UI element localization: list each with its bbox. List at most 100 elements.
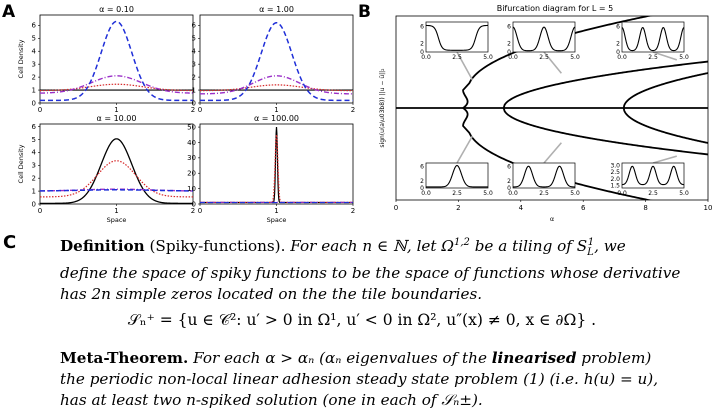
- inset-y-tick-label: 1.5: [610, 182, 620, 189]
- inset-y-tick-label: 6: [507, 23, 511, 30]
- x-tick-label: 0: [38, 106, 42, 114]
- meta-theorem: Meta-Theorem. For each α > αₙ (αₙ eigenv…: [60, 348, 720, 411]
- y-tick-label: 3: [32, 60, 36, 68]
- inset-frame: [621, 21, 685, 53]
- inset-x-tick-label: 2.5: [539, 54, 549, 61]
- subplot-4: α = 100.00 0 10 20 30 40 50 0 1 2 Space: [187, 114, 355, 224]
- y-tick-label: 2: [32, 174, 36, 182]
- inset-profile: [512, 165, 576, 188]
- inset-y-tick-label: 6: [420, 164, 424, 171]
- y-tick-label: 20: [187, 170, 196, 178]
- meta-line1a: For each α > αₙ (αₙ eigenvalues of the: [193, 349, 487, 367]
- inset-y-tick-label: 6: [420, 23, 424, 30]
- meta-head: Meta-Theorem.: [60, 349, 189, 367]
- subplot-1: α = 0.10 0 1 2 3 4 5 6 0 1 2 Cell Density: [17, 5, 195, 114]
- y-axis-label: Cell Density: [17, 144, 25, 183]
- inset-bottom-3: 1.52.02.53.00.0 2.5 5.0: [610, 155, 689, 197]
- subplot-title: α = 10.00: [97, 114, 137, 123]
- x-axis-label: α: [550, 215, 554, 223]
- meta-line1b: problem): [581, 349, 652, 367]
- figure-panels: A α = 0.10 0 1 2 3 4 5 6 0 1 2 Cell Density α = 1.00…: [2, 2, 713, 224]
- y-tick-label: 6: [192, 22, 197, 30]
- definition-name: (Spiky-functions).: [149, 237, 286, 256]
- subplot-frame: [39, 123, 194, 205]
- inset-y-tick-label: 0: [507, 185, 511, 192]
- y-tick-label: 5: [32, 35, 36, 43]
- inset-y-tick-label: 6: [616, 23, 620, 30]
- x-tick-label: 10: [704, 204, 713, 212]
- subplot-3: α = 10.00 0 1 2 3 4 5 6 0 1 2 Cell Density Space: [17, 114, 195, 224]
- inset-y-tick-label: 2: [420, 178, 424, 185]
- branch-n3: [622, 107, 708, 144]
- x-tick-label: 2: [351, 106, 355, 114]
- inset-frame: [621, 162, 685, 189]
- inset-bottom-1: 02 6 0.0 2.5 5.0: [420, 135, 493, 197]
- inset-x-tick-label: 0.0: [421, 190, 431, 197]
- spiky-equation: 𝒮ₙ⁺ = {u ∈ 𝒞²: u′ > 0 in Ω¹, u′ < 0 in Ω…: [127, 311, 597, 329]
- inset-connector: [543, 142, 562, 164]
- inset-connector: [652, 51, 678, 61]
- panel-b-letter: B: [358, 2, 371, 22]
- y-tick-label: 0: [192, 200, 196, 208]
- inset-y-tick-label: 2.5: [610, 169, 620, 176]
- inset-frame: [425, 21, 489, 53]
- y-tick-label: 1: [32, 187, 36, 195]
- density-curve: [40, 189, 193, 192]
- y-tick-label: 1: [32, 86, 36, 94]
- inset-x-tick-label: 5.0: [483, 190, 493, 197]
- inset-x-tick-label: 5.0: [570, 190, 580, 197]
- definition-body-1: For each n ∈ ℕ, let Ω: [290, 237, 454, 256]
- y-tick-label: 0: [192, 99, 196, 107]
- inset-frame: [512, 21, 576, 53]
- y-tick-label: 30: [187, 154, 196, 162]
- y-tick-label: 3: [192, 60, 196, 68]
- y-tick-label: 40: [187, 139, 196, 147]
- x-tick-label: 2: [351, 207, 355, 215]
- panel-c: C Definition (Spiky-functions). For each…: [0, 228, 724, 417]
- inset-x-tick-label: 5.0: [483, 54, 493, 61]
- inset-frame: [425, 162, 489, 189]
- y-tick-label: 10: [187, 185, 196, 193]
- density-curve: [200, 75, 353, 95]
- density-curve: [40, 75, 193, 94]
- inset-connector: [456, 135, 474, 164]
- inset-x-tick-label: 2.5: [452, 190, 462, 197]
- inset-connector: [543, 51, 562, 74]
- density-curve: [200, 134, 353, 204]
- inset-x-tick-label: 0.0: [508, 54, 518, 61]
- branch-n2: [502, 107, 708, 156]
- subplot-title: α = 1.00: [259, 5, 294, 14]
- inset-profile: [621, 26, 685, 52]
- y-tick-label: 4: [32, 149, 37, 157]
- y-tick-label: 1: [192, 86, 196, 94]
- density-curve: [200, 22, 353, 102]
- inset-x-tick-label: 0.0: [617, 190, 627, 197]
- x-tick-label: 2: [191, 106, 195, 114]
- y-tick-label: 4: [192, 48, 197, 56]
- inset-profile: [621, 165, 685, 186]
- density-curve: [40, 138, 193, 204]
- meta-bold: linearised: [491, 349, 577, 367]
- x-tick-label: 0: [198, 207, 202, 215]
- x-tick-label: 6: [581, 204, 586, 212]
- inset-y-tick-label: 0: [507, 49, 511, 56]
- x-tick-label: 4: [519, 204, 524, 212]
- x-tick-label: 0: [38, 207, 42, 215]
- inset-x-tick-label: 0.0: [617, 54, 627, 61]
- x-tick-label: 0: [198, 106, 202, 114]
- y-tick-label: 5: [32, 136, 36, 144]
- inset-x-tick-label: 5.0: [570, 54, 580, 61]
- inset-y-tick-label: 2: [420, 40, 424, 47]
- inset-x-tick-label: 5.0: [679, 54, 689, 61]
- x-tick-label: 1: [274, 207, 278, 215]
- y-tick-label: 50: [187, 123, 196, 131]
- inset-x-tick-label: 0.0: [508, 190, 518, 197]
- x-tick-label: 1: [114, 207, 118, 215]
- y-tick-label: 2: [192, 73, 196, 81]
- inset-y-tick-label: 3.0: [610, 163, 620, 170]
- inset-top-1: 0 2 6 0.0 2.5 5.0: [420, 21, 493, 81]
- inset-y-tick-label: 0: [420, 185, 424, 192]
- branch-n2: [502, 60, 708, 109]
- y-axis-label: sign(u(a\u03b8)) ||u − ū||₂: [379, 68, 386, 148]
